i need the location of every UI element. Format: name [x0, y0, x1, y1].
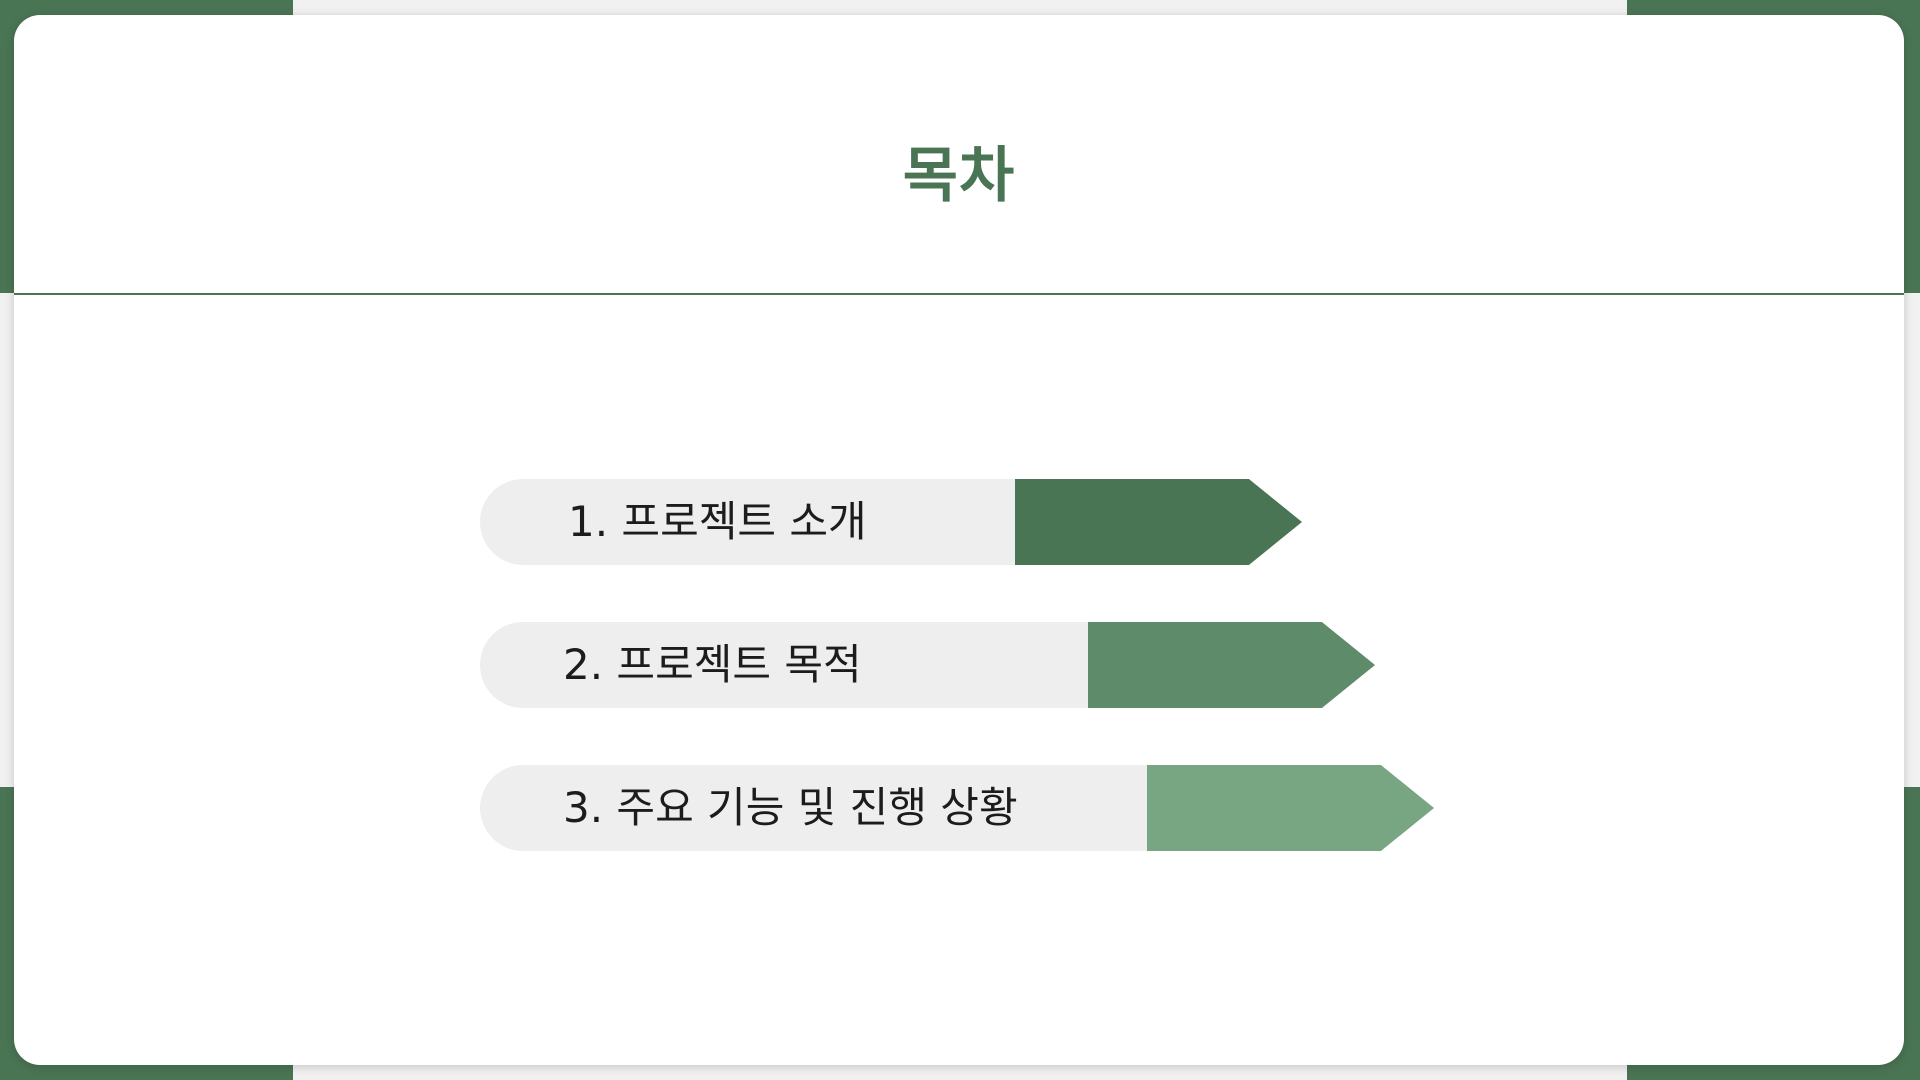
- title-divider: [14, 293, 1904, 295]
- toc-item-3[interactable]: 3. 주요 기능 및 진행 상황: [480, 765, 1434, 851]
- toc-item-background: [480, 479, 1015, 565]
- slide-card: 목차 1. 프로젝트 소개 2. 프로젝트 목적 3. 주요 기능 및 진행 상…: [14, 15, 1904, 1065]
- toc-item-2[interactable]: 2. 프로젝트 목적: [480, 622, 1375, 708]
- toc-item-label: 3. 주요 기능 및 진행 상황: [563, 783, 1018, 832]
- page-title: 목차: [902, 141, 1016, 211]
- toc-item-label: 1. 프로젝트 소개: [568, 497, 867, 546]
- toc-arrow-shape: [1088, 622, 1375, 708]
- toc-item-background: [480, 765, 1147, 851]
- toc-arrow-shape: [1015, 479, 1302, 565]
- toc-item-1[interactable]: 1. 프로젝트 소개: [480, 479, 1302, 565]
- toc-arrow-shape: [1147, 765, 1434, 851]
- toc-item-label: 2. 프로젝트 목적: [563, 640, 862, 689]
- toc-item-background: [480, 622, 1088, 708]
